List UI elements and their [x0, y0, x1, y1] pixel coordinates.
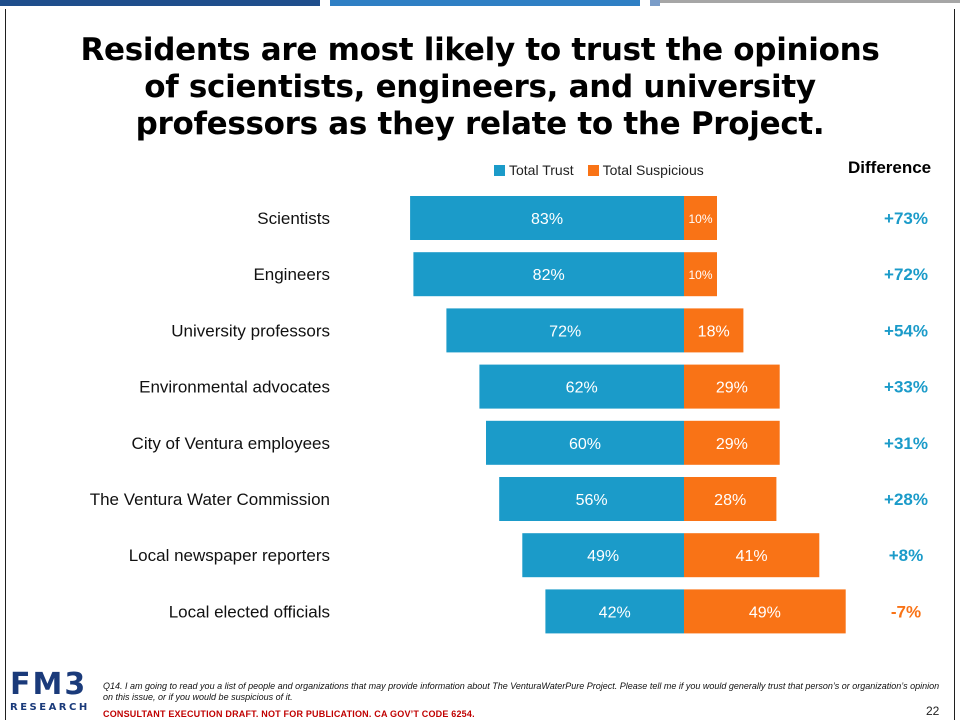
difference-value: +72% [884, 265, 928, 284]
difference-header: Difference [848, 158, 932, 177]
suspicious-value-label: 18% [698, 323, 730, 340]
legend-item-suspicious: Total Suspicious [587, 162, 704, 178]
category-label: Local elected officials [169, 602, 330, 621]
logo-wordmark: FM3 [10, 667, 88, 702]
trust-bar [499, 477, 684, 521]
trust-value-label: 49% [587, 548, 619, 565]
suspicious-value-label: 29% [716, 436, 748, 453]
category-label: Local newspaper reporters [129, 546, 330, 565]
page-number: 22 [926, 704, 940, 718]
suspicious-value-label: 41% [736, 548, 768, 565]
category-label: Engineers [253, 265, 330, 284]
question-text: Q14. I am going to read you a list of pe… [103, 681, 940, 702]
fm3-logo: FM3 RESEARCH [10, 670, 100, 720]
suspicious-bar [684, 252, 717, 297]
category-label: University professors [171, 321, 330, 340]
difference-value: +54% [884, 321, 928, 340]
slide-title: Residents are most likely to trust the o… [80, 32, 880, 142]
suspicious-bar [684, 589, 846, 634]
suspicious-value-label: 29% [716, 380, 748, 397]
trust-value-label: 62% [566, 380, 598, 397]
top-accent-segment [0, 0, 320, 6]
trust-bar [410, 196, 684, 240]
top-accent-segment [660, 0, 960, 3]
trust-bar [446, 308, 684, 353]
category-label: Scientists [257, 209, 330, 228]
trust-value-label: 82% [533, 267, 565, 284]
trust-value-label: 83% [531, 211, 563, 228]
legend-swatch-suspicious [587, 164, 599, 176]
trust-bar [545, 589, 684, 634]
legend-item-trust: Total Trust [494, 162, 574, 178]
trust-bar [522, 533, 684, 578]
suspicious-bar [684, 533, 820, 578]
draft-notice: CONSULTANT EXECUTION DRAFT. NOT FOR PUBL… [103, 709, 475, 719]
legend-swatch-trust [494, 164, 505, 176]
suspicious-bar [684, 196, 717, 240]
category-label: Environmental advocates [139, 378, 330, 397]
trust-bar [479, 364, 684, 409]
suspicious-bar [684, 477, 777, 521]
top-accent-segment [330, 0, 640, 6]
difference-value: +31% [884, 434, 928, 453]
legend-label-trust: Total Trust [509, 162, 574, 178]
trust-value-label: 42% [599, 604, 631, 621]
suspicious-bar [684, 308, 744, 353]
logo-subtext: RESEARCH [10, 702, 90, 713]
trust-value-label: 56% [576, 492, 608, 509]
trust-bar [413, 252, 684, 297]
difference-value: -7% [891, 602, 921, 621]
suspicious-bar [684, 364, 780, 409]
suspicious-value-label: 10% [688, 268, 712, 282]
difference-value: +73% [884, 209, 928, 228]
slide-frame [5, 9, 955, 720]
difference-value: +33% [884, 378, 928, 397]
suspicious-value-label: 10% [688, 212, 712, 226]
chart-legend: Total Trust Total Suspicious [494, 162, 713, 178]
difference-value: +28% [884, 490, 928, 509]
top-accent-bar [0, 0, 960, 6]
trust-value-label: 72% [549, 323, 581, 340]
top-accent-segment [650, 0, 660, 6]
suspicious-value-label: 49% [749, 604, 781, 621]
suspicious-value-label: 28% [714, 492, 746, 509]
legend-label-suspicious: Total Suspicious [602, 162, 704, 178]
category-label: The Ventura Water Commission [90, 490, 330, 509]
trust-bar [486, 420, 684, 465]
trust-value-label: 60% [569, 436, 601, 453]
difference-value: +8% [889, 546, 924, 565]
suspicious-bar [684, 420, 780, 465]
category-label: City of Ventura employees [132, 434, 330, 453]
